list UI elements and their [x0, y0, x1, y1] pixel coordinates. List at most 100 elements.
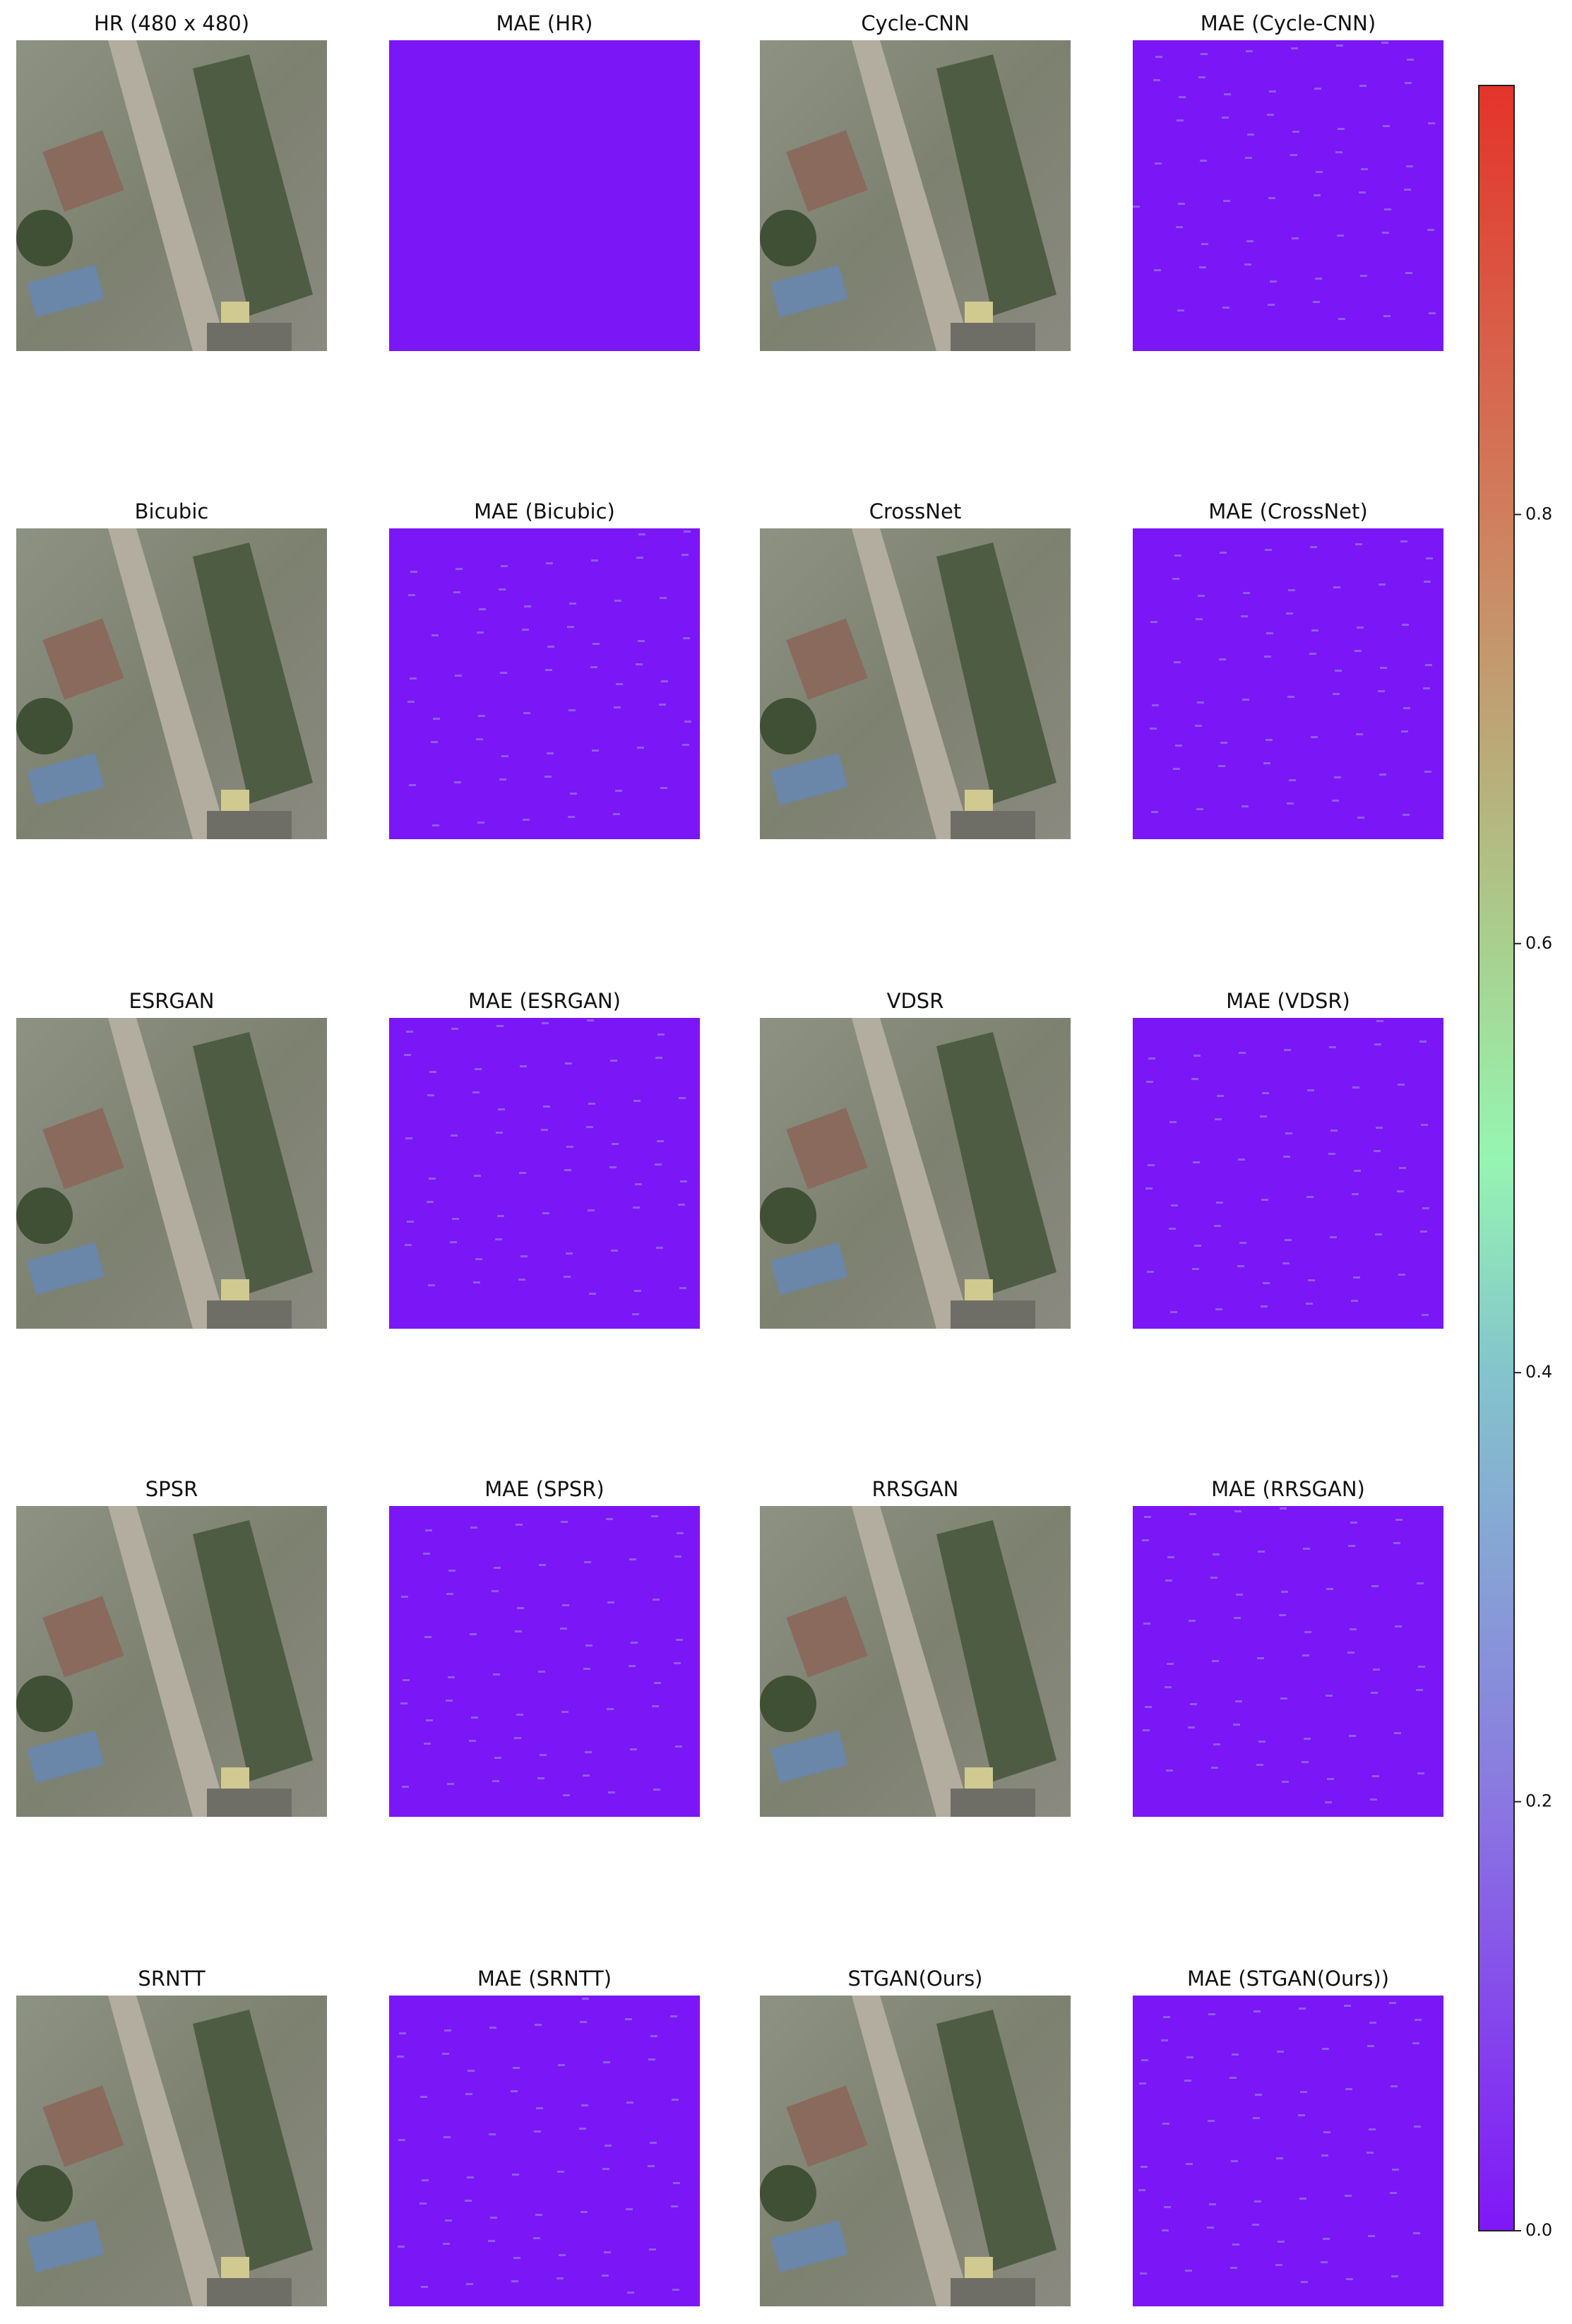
error-speck — [566, 1252, 573, 1255]
error-speck — [1213, 1553, 1220, 1555]
error-speck — [1390, 2192, 1397, 2194]
error-speck — [1287, 802, 1294, 805]
error-speck — [500, 672, 507, 674]
error-speck — [1161, 2039, 1168, 2041]
error-speck — [1144, 1516, 1151, 1518]
image — [16, 1506, 327, 1817]
error-speck — [1277, 2051, 1284, 2053]
error-speck — [626, 2208, 633, 2210]
error-speck — [584, 1561, 591, 1563]
error-speck — [1422, 1207, 1429, 1209]
error-speck — [1257, 1657, 1264, 1659]
error-speck — [1241, 615, 1248, 617]
error-speck — [1299, 2198, 1306, 2200]
error-speck — [1353, 1276, 1360, 1279]
error-speck — [1395, 1625, 1402, 1628]
error-speck — [1389, 2002, 1396, 2004]
error-speck — [492, 1590, 499, 1592]
error-speck — [1321, 2261, 1328, 2263]
error-speck — [1188, 1726, 1195, 1729]
error-speck — [1211, 1767, 1218, 1769]
error-speck — [545, 669, 552, 671]
error-speck — [1224, 93, 1231, 95]
error-speck — [682, 744, 689, 746]
error-speck — [1218, 765, 1225, 767]
error-speck — [1393, 1542, 1400, 1544]
error-speck — [630, 1748, 637, 1750]
error-speck — [653, 1599, 660, 1601]
error-speck — [676, 1639, 683, 1641]
error-speck — [492, 1780, 499, 1782]
error-speck — [501, 755, 508, 757]
error-speck — [1429, 312, 1436, 314]
error-speck — [1302, 1761, 1309, 1763]
error-speck — [1233, 1724, 1240, 1726]
error-speck — [453, 591, 460, 593]
error-speck — [1292, 237, 1299, 239]
error-speck — [1231, 2160, 1238, 2162]
colorbar — [1478, 85, 1515, 2231]
error-speck — [1369, 2128, 1376, 2130]
panel-title: RRSGAN — [872, 1477, 959, 1501]
error-speck — [519, 1172, 526, 1174]
error-speck — [1417, 1772, 1424, 1774]
error-speck — [1414, 2126, 1421, 2128]
error-speck — [1303, 1548, 1310, 1550]
image — [16, 1996, 327, 2306]
image — [760, 1506, 1071, 1817]
error-speck — [648, 2058, 655, 2061]
error-speck — [609, 1166, 617, 1168]
error-speck — [1242, 699, 1249, 701]
error-speck — [1200, 160, 1207, 162]
error-speck — [585, 1751, 592, 1753]
error-speck — [1301, 2281, 1308, 2283]
error-speck — [1356, 733, 1363, 735]
error-speck — [1287, 696, 1294, 698]
error-speck — [1166, 1769, 1173, 1772]
error-speck — [444, 2029, 451, 2032]
error-speck — [513, 2067, 520, 2069]
error-speck — [1314, 88, 1321, 90]
error-speck — [1196, 808, 1203, 810]
error-speck — [523, 712, 530, 714]
error-speck — [1208, 2013, 1215, 2015]
error-speck — [479, 608, 486, 610]
error-speck — [602, 2168, 609, 2170]
error-speck — [426, 1719, 433, 1721]
error-speck — [563, 1794, 570, 1796]
error-speck — [1142, 1539, 1149, 1541]
error-speck — [1427, 229, 1434, 231]
error-speck — [660, 597, 667, 599]
error-speck — [1370, 1798, 1377, 1801]
error-speck — [542, 1212, 549, 1214]
error-map — [389, 1996, 700, 2306]
error-speck — [1177, 119, 1184, 121]
error-speck — [1326, 1588, 1333, 1590]
error-speck — [569, 603, 576, 605]
error-speck — [629, 1558, 636, 1560]
error-speck — [465, 2093, 472, 2095]
error-speck — [1263, 762, 1270, 764]
error-speck — [1219, 658, 1226, 660]
error-speck — [670, 2015, 677, 2017]
error-speck — [1220, 552, 1227, 554]
error-speck — [475, 1068, 482, 1070]
tick-label: 0.8 — [1525, 504, 1552, 523]
error-speck — [516, 1524, 523, 1526]
error-speck — [1345, 2088, 1352, 2090]
error-map — [389, 1506, 700, 1817]
error-speck — [1416, 1689, 1423, 1691]
error-speck — [585, 1644, 593, 1647]
error-speck — [1260, 1115, 1267, 1117]
error-speck — [1406, 165, 1413, 167]
error-speck — [1169, 1228, 1176, 1230]
error-speck — [1368, 2235, 1375, 2237]
error-speck — [614, 706, 621, 709]
error-speck — [602, 2275, 609, 2277]
error-speck — [1155, 56, 1162, 58]
error-speck — [567, 626, 574, 628]
error-speck — [1185, 2270, 1192, 2272]
error-speck — [1245, 157, 1252, 159]
error-speck — [1236, 1594, 1243, 1596]
image — [16, 40, 327, 351]
